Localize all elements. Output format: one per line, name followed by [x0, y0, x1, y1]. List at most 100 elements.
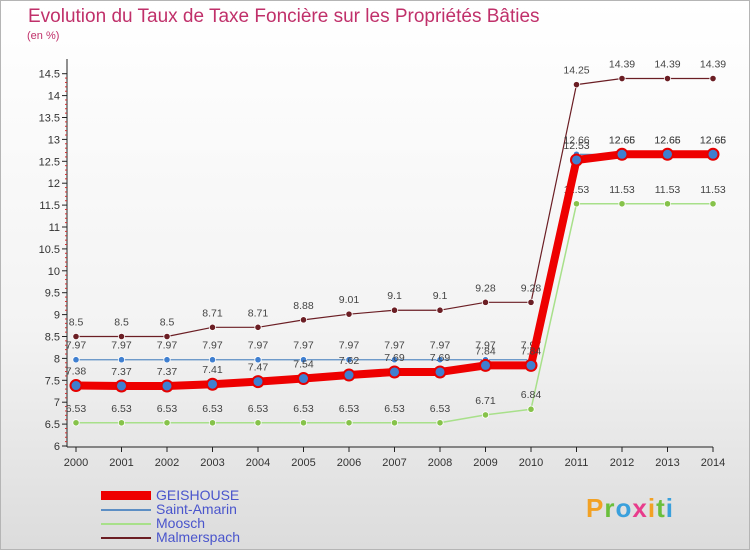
data-label-saint-amarin: 7.97 — [384, 340, 405, 352]
logo-letter: t — [656, 493, 666, 523]
data-label-geishouse: 7.41 — [202, 364, 223, 376]
data-label-geishouse: 7.37 — [157, 366, 178, 378]
data-point-mooschi — [208, 419, 217, 427]
data-point-malmerspach — [481, 298, 490, 306]
logo-letter: i — [647, 493, 657, 523]
x-tick-label: 2007 — [382, 457, 406, 469]
legend-swatch — [101, 537, 151, 539]
x-tick-label: 2008 — [428, 457, 452, 469]
data-label-malmerspach: 9.01 — [339, 294, 360, 306]
data-label-geishouse: 7.54 — [293, 359, 314, 371]
y-tick-label: 8.5 — [45, 332, 60, 344]
chart-title: Evolution du Taux de Taxe Foncière sur l… — [28, 6, 540, 27]
data-point-malmerspach — [390, 306, 399, 314]
x-tick-label: 2010 — [519, 457, 543, 469]
data-label-saint-amarin: 7.97 — [111, 340, 132, 352]
data-point-mooschi — [345, 419, 353, 427]
y-tick-label: 12.5 — [39, 156, 60, 168]
data-label-saint-amarin: 7.97 — [475, 340, 496, 352]
data-point-geishouse — [297, 372, 310, 386]
logo-letter: i — [665, 493, 674, 523]
proxiti-logo: Proxiti — [586, 493, 674, 524]
data-label-saint-amarin: 7.97 — [293, 340, 314, 352]
data-label-saint-amarin: 12.65 — [654, 135, 680, 147]
x-tick-label: 2006 — [337, 457, 361, 469]
data-label-malmerspach: 8.88 — [293, 300, 314, 312]
x-tick-label: 2005 — [291, 457, 315, 469]
data-point-mooschi — [618, 200, 626, 208]
y-tick-label: 10.5 — [39, 244, 60, 256]
logo-letter: x — [632, 493, 648, 523]
data-point-geishouse — [570, 153, 583, 167]
data-label-malmerspach: 9.28 — [475, 282, 496, 294]
data-point-mooschi — [117, 419, 126, 427]
x-tick-label: 2011 — [565, 457, 589, 469]
y-tick-label: 11 — [49, 222, 60, 234]
data-point-geishouse — [115, 379, 128, 393]
data-label-mooschi: 6.53 — [430, 403, 451, 415]
data-label-mooschi: 6.53 — [66, 403, 87, 415]
x-tick-label: 2014 — [701, 457, 725, 469]
y-tick-label: 11.5 — [39, 200, 60, 212]
data-point-mooschi — [527, 405, 535, 413]
data-point-malmerspach — [254, 323, 262, 331]
legend-label: Malmerspach — [156, 529, 241, 545]
data-point-mooschi — [572, 200, 581, 208]
data-label-malmerspach: 8.5 — [160, 317, 175, 329]
logo-letter: P — [586, 493, 605, 523]
data-point-malmerspach — [572, 81, 581, 89]
data-point-saint-amarin — [163, 356, 171, 364]
data-label-mooschi: 6.53 — [248, 403, 269, 415]
legend-swatch — [101, 509, 151, 511]
data-point-malmerspach — [527, 298, 535, 306]
y-tick-label: 13 — [48, 134, 60, 146]
y-tick-label: 9.5 — [45, 288, 60, 300]
data-point-malmerspach — [709, 74, 717, 83]
data-label-malmerspach: 8.5 — [69, 317, 84, 329]
data-label-malmerspach: 14.39 — [700, 59, 726, 71]
legend-label: GEISHOUSE — [156, 487, 240, 503]
data-point-saint-amarin — [345, 356, 353, 364]
y-tick-label: 14 — [48, 91, 60, 103]
data-label-malmerspach: 9.1 — [433, 290, 448, 302]
y-tick-label: 13.5 — [39, 113, 60, 125]
data-point-geishouse — [206, 377, 219, 391]
data-label-mooschi: 6.53 — [384, 403, 405, 415]
data-label-malmerspach: 8.71 — [202, 307, 223, 319]
data-point-saint-amarin — [208, 356, 217, 364]
data-label-saint-amarin: 7.97 — [157, 340, 178, 352]
data-label-mooschi: 6.53 — [157, 403, 178, 415]
data-label-mooschi: 6.53 — [293, 403, 314, 415]
data-point-mooschi — [663, 200, 672, 208]
data-point-saint-amarin — [299, 356, 308, 364]
data-point-malmerspach — [208, 323, 217, 331]
data-point-geishouse — [706, 147, 720, 161]
logo-letter: r — [604, 493, 616, 523]
data-point-geishouse — [661, 147, 674, 161]
data-point-malmerspach — [436, 306, 444, 314]
y-tick-label: 12 — [48, 178, 60, 190]
data-point-mooschi — [163, 419, 171, 427]
data-label-geishouse: 7.62 — [339, 355, 360, 367]
data-label-geishouse: 7.69 — [384, 352, 405, 364]
x-tick-label: 2012 — [610, 457, 634, 469]
legend: GEISHOUSE Saint-Amarin Moosch Malmerspac… — [101, 488, 361, 544]
legend-item-saint-amarin: Saint-Amarin — [101, 502, 361, 516]
y-axis-unit-label: (en %) — [27, 30, 60, 42]
data-point-mooschi — [390, 419, 399, 427]
data-label-malmerspach: 9.1 — [387, 290, 402, 302]
data-point-saint-amarin — [117, 356, 126, 364]
data-label-saint-amarin: 7.97 — [248, 340, 269, 352]
legend-item-malmerspach: Malmerspach — [101, 530, 361, 544]
data-label-mooschi: 6.53 — [339, 403, 360, 415]
y-tick-label: 14.5 — [39, 69, 60, 81]
data-point-geishouse — [251, 375, 265, 389]
x-tick-label: 2003 — [200, 457, 224, 469]
data-label-geishouse: 12.66 — [654, 134, 680, 146]
data-label-malmerspach: 14.25 — [563, 65, 589, 77]
data-point-mooschi — [299, 419, 308, 427]
data-label-saint-amarin: 7.97 — [202, 340, 223, 352]
data-point-saint-amarin — [436, 356, 444, 364]
legend-item-moosch: Moosch — [101, 516, 361, 530]
logo-letter: o — [615, 493, 633, 523]
